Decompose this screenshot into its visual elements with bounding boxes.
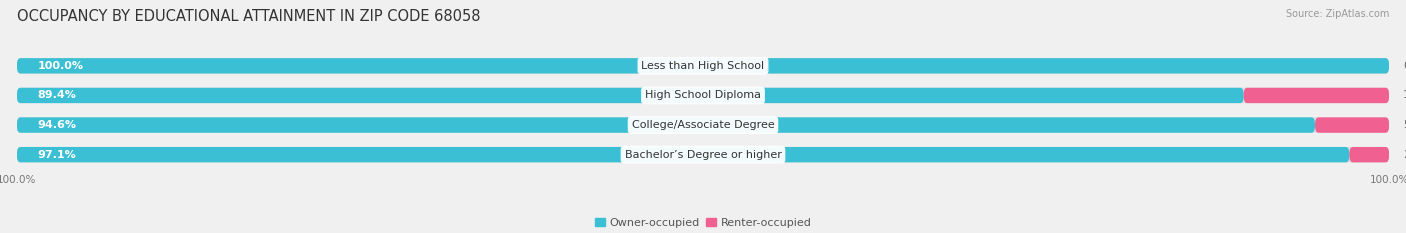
Text: High School Diploma: High School Diploma (645, 90, 761, 100)
FancyBboxPatch shape (17, 147, 1389, 162)
Text: 5.4%: 5.4% (1403, 120, 1406, 130)
Text: College/Associate Degree: College/Associate Degree (631, 120, 775, 130)
FancyBboxPatch shape (17, 117, 1389, 133)
FancyBboxPatch shape (1350, 147, 1389, 162)
Text: 10.6%: 10.6% (1403, 90, 1406, 100)
FancyBboxPatch shape (17, 117, 1315, 133)
Text: Bachelor’s Degree or higher: Bachelor’s Degree or higher (624, 150, 782, 160)
Legend: Owner-occupied, Renter-occupied: Owner-occupied, Renter-occupied (591, 213, 815, 232)
FancyBboxPatch shape (17, 147, 1350, 162)
FancyBboxPatch shape (17, 88, 1389, 103)
FancyBboxPatch shape (17, 58, 1389, 74)
FancyBboxPatch shape (1244, 88, 1389, 103)
FancyBboxPatch shape (17, 88, 1244, 103)
Text: 100.0%: 100.0% (38, 61, 83, 71)
Text: 2.9%: 2.9% (1403, 150, 1406, 160)
Text: 94.6%: 94.6% (38, 120, 76, 130)
Text: 0.0%: 0.0% (1403, 61, 1406, 71)
Text: 97.1%: 97.1% (38, 150, 76, 160)
FancyBboxPatch shape (17, 58, 1389, 74)
FancyBboxPatch shape (1315, 117, 1389, 133)
Text: Less than High School: Less than High School (641, 61, 765, 71)
Text: Source: ZipAtlas.com: Source: ZipAtlas.com (1285, 9, 1389, 19)
Text: OCCUPANCY BY EDUCATIONAL ATTAINMENT IN ZIP CODE 68058: OCCUPANCY BY EDUCATIONAL ATTAINMENT IN Z… (17, 9, 481, 24)
Text: 89.4%: 89.4% (38, 90, 76, 100)
